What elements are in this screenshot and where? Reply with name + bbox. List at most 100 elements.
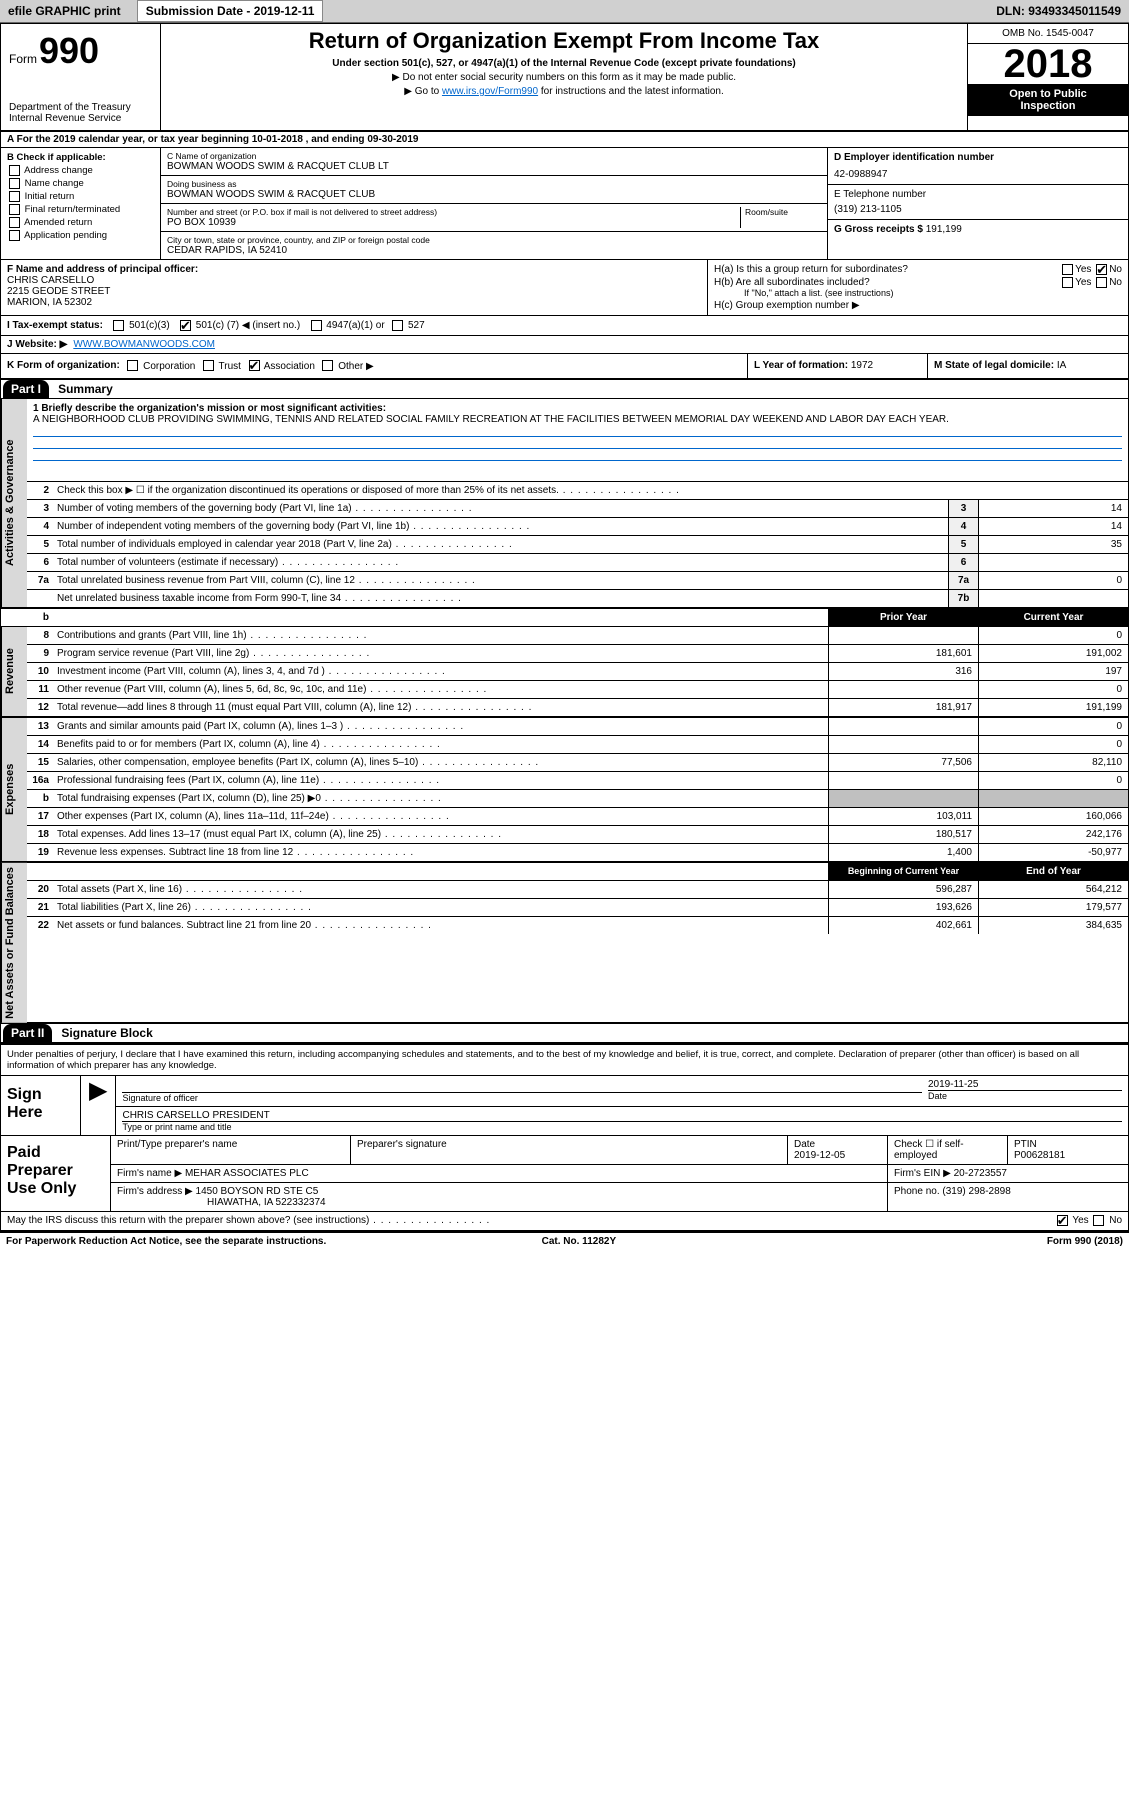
- section-governance: Activities & Governance 1 Briefly descri…: [1, 399, 1128, 609]
- hb-label: H(b) Are all subordinates included?: [714, 277, 870, 288]
- section-netassets: Net Assets or Fund Balances Beginning of…: [1, 863, 1128, 1023]
- firm-ein-label: Firm's EIN ▶: [894, 1168, 951, 1179]
- hb-yes[interactable]: [1062, 277, 1073, 288]
- beg-year-header: Beginning of Current Year: [828, 863, 978, 880]
- l-label: L Year of formation:: [754, 360, 848, 371]
- discuss-yes[interactable]: [1057, 1215, 1068, 1226]
- paid-label: Paid Preparer Use Only: [1, 1136, 111, 1211]
- discuss-text: May the IRS discuss this return with the…: [7, 1215, 490, 1226]
- officer-addr1: 2215 GEODE STREET: [7, 286, 701, 297]
- website-link[interactable]: WWW.BOWMANWOODS.COM: [73, 339, 215, 350]
- officer-name: CHRIS CARSELLO: [7, 275, 701, 286]
- checkbox-final-return-terminated[interactable]: Final return/terminated: [7, 204, 154, 215]
- gov-line-3: 3Number of voting members of the governi…: [27, 500, 1128, 518]
- ha-no[interactable]: [1096, 264, 1107, 275]
- addr-value: PO BOX 10939: [167, 217, 736, 228]
- firm-phone-label: Phone no.: [894, 1186, 940, 1197]
- exp-lines-line-18: 18Total expenses. Add lines 13–17 (must …: [27, 826, 1128, 844]
- firm-name: MEHAR ASSOCIATES PLC: [185, 1168, 309, 1179]
- chk-527[interactable]: [392, 320, 403, 331]
- k-label: K Form of organization:: [7, 361, 120, 372]
- hc-label: H(c) Group exemption number ▶: [714, 300, 1122, 311]
- col-f: F Name and address of principal officer:…: [1, 260, 708, 315]
- hb-no[interactable]: [1096, 277, 1107, 288]
- prep-selfemp: Check ☐ if self-employed: [888, 1136, 1008, 1164]
- firm-addr-label: Firm's address ▶: [117, 1186, 193, 1197]
- mission-block: 1 Briefly describe the organization's mi…: [27, 399, 1128, 482]
- firm-name-label: Firm's name ▶: [117, 1168, 182, 1179]
- checkbox-application-pending[interactable]: Application pending: [7, 230, 154, 241]
- rev-lines-line-11: 11Other revenue (Part VIII, column (A), …: [27, 681, 1128, 699]
- mission-text: A NEIGHBORHOOD CLUB PROVIDING SWIMMING, …: [33, 414, 1122, 425]
- header-left: Form 990 Department of the Treasury Inte…: [1, 24, 161, 130]
- exp-lines-line-13: 13Grants and similar amounts paid (Part …: [27, 718, 1128, 736]
- efile-topbar: efile GRAPHIC print Submission Date - 20…: [0, 0, 1129, 23]
- footer-left: For Paperwork Reduction Act Notice, see …: [6, 1236, 326, 1247]
- name-label: C Name of organization: [167, 151, 821, 161]
- mission-label: 1 Briefly describe the organization's mi…: [33, 403, 1122, 414]
- footer-right: Form 990 (2018): [1047, 1236, 1123, 1247]
- side-revenue: Revenue: [1, 627, 27, 716]
- paid-preparer-row: Paid Preparer Use Only Print/Type prepar…: [1, 1135, 1128, 1211]
- discuss-no[interactable]: [1093, 1215, 1104, 1226]
- side-governance: Activities & Governance: [1, 399, 27, 607]
- subtitle-3: ▶ Go to www.irs.gov/Form990 for instruct…: [165, 86, 963, 97]
- block-bcd: B Check if applicable: Address change Na…: [1, 148, 1128, 260]
- sig-date-label: Date: [928, 1091, 1122, 1101]
- sig-officer-label: Signature of officer: [122, 1093, 922, 1103]
- checkbox-initial-return[interactable]: Initial return: [7, 191, 154, 202]
- gov-line-2: 2Check this box ▶ ☐ if the organization …: [27, 482, 1128, 500]
- checkbox-name-change[interactable]: Name change: [7, 178, 154, 189]
- part-ii-bar: Part II Signature Block: [1, 1022, 1128, 1043]
- exp-lines-line-17: 17Other expenses (Part IX, column (A), l…: [27, 808, 1128, 826]
- m-value: IA: [1057, 360, 1066, 371]
- ha-label: H(a) Is this a group return for subordin…: [714, 264, 908, 275]
- exp-lines-line-16a: 16aProfessional fundraising fees (Part I…: [27, 772, 1128, 790]
- submission-date: Submission Date - 2019-12-11: [137, 0, 324, 22]
- subtitle-1: Under section 501(c), 527, or 4947(a)(1)…: [165, 58, 963, 69]
- irs-label: Internal Revenue Service: [9, 113, 152, 124]
- current-year-header: Current Year: [978, 609, 1128, 626]
- prep-date: 2019-12-05: [794, 1150, 881, 1161]
- prep-date-label: Date: [794, 1139, 881, 1150]
- chk-4947[interactable]: [311, 320, 322, 331]
- ha-yes[interactable]: [1062, 264, 1073, 275]
- k-opt-1[interactable]: [203, 360, 214, 371]
- col-b: B Check if applicable: Address change Na…: [1, 148, 161, 259]
- part-ii-title: Signature Block: [55, 1024, 158, 1042]
- form-number: 990: [39, 30, 99, 72]
- tel-label: E Telephone number: [834, 189, 1122, 200]
- checkbox-address-change[interactable]: Address change: [7, 165, 154, 176]
- officer-addr2: MARION, IA 52302: [7, 297, 701, 308]
- col-c: C Name of organization BOWMAN WOODS SWIM…: [161, 148, 828, 259]
- gov-line-: Net unrelated business taxable income fr…: [27, 590, 1128, 607]
- addr-label: Number and street (or P.O. box if mail i…: [167, 207, 736, 217]
- line-a: A For the 2019 calendar year, or tax yea…: [1, 132, 1128, 148]
- omb-number: OMB No. 1545-0047: [968, 24, 1128, 44]
- ein-label: D Employer identification number: [834, 152, 1122, 163]
- chk-501c3[interactable]: [113, 320, 124, 331]
- gov-line-5: 5Total number of individuals employed in…: [27, 536, 1128, 554]
- part-i-bar: Part I Summary: [1, 380, 1128, 399]
- typed-name-label: Type or print name and title: [122, 1122, 1122, 1132]
- rev-lines-line-9: 9Program service revenue (Part VIII, lin…: [27, 645, 1128, 663]
- firm-addr1: 1450 BOYSON RD STE C5: [196, 1186, 319, 1197]
- na-lines-line-21: 21Total liabilities (Part X, line 26)193…: [27, 899, 1128, 917]
- checkbox-amended-return[interactable]: Amended return: [7, 217, 154, 228]
- form-label: Form: [9, 52, 37, 66]
- firm-ein: 20-2723557: [954, 1168, 1007, 1179]
- m-label: M State of legal domicile:: [934, 360, 1054, 371]
- sign-here-row: Sign Here ▶ Signature of officer 2019-11…: [1, 1075, 1128, 1135]
- k-opt-2[interactable]: [249, 360, 260, 371]
- gov-line-6: 6Total number of volunteers (estimate if…: [27, 554, 1128, 572]
- k-opt-0[interactable]: [127, 360, 138, 371]
- chk-501c[interactable]: [180, 320, 191, 331]
- gov-line-4: 4Number of independent voting members of…: [27, 518, 1128, 536]
- firm-phone: (319) 298-2898: [942, 1186, 1010, 1197]
- rev-header-row: . b Prior Year Current Year: [1, 609, 1128, 627]
- k-opt-3[interactable]: [322, 360, 333, 371]
- irs-link[interactable]: www.irs.gov/Form990: [442, 86, 538, 97]
- row-i: I Tax-exempt status: 501(c)(3) 501(c) (7…: [1, 316, 1128, 336]
- exp-lines-line-19: 19Revenue less expenses. Subtract line 1…: [27, 844, 1128, 861]
- dept-treasury: Department of the Treasury: [9, 102, 152, 113]
